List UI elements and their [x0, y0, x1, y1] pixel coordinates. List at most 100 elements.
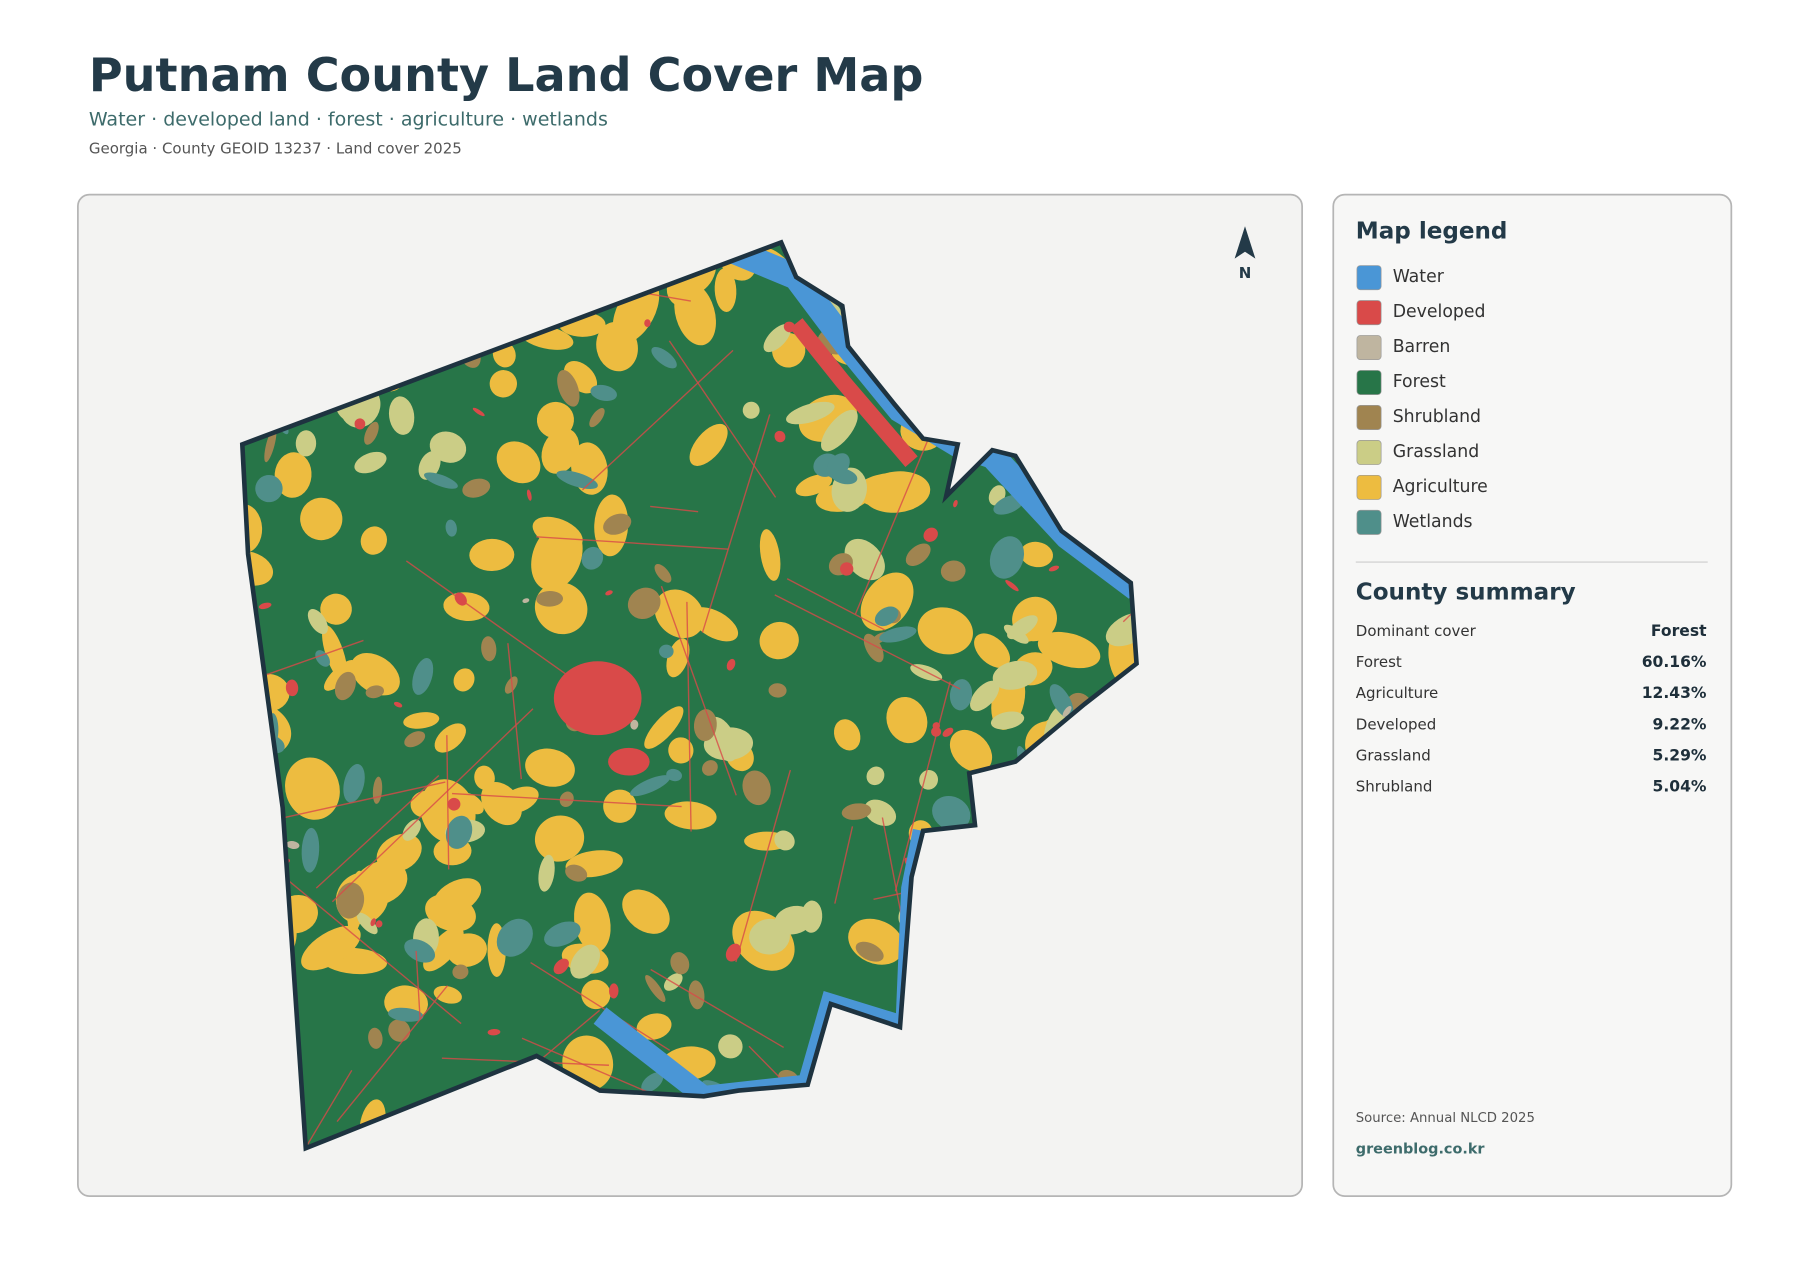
wetlands-patch [315, 650, 330, 667]
road [735, 769, 792, 963]
shrubland-patch [504, 676, 518, 694]
shrubland-patch [557, 369, 580, 407]
grassland-patch [402, 819, 421, 841]
legend-swatch [1356, 439, 1382, 465]
agriculture-patch [459, 792, 484, 815]
legend-swatch [1356, 265, 1382, 291]
road [451, 792, 682, 808]
road [253, 1069, 353, 1149]
agriculture-patch [917, 607, 973, 655]
grassland-patch [774, 830, 795, 851]
wetlands-patch [255, 474, 283, 503]
wetlands-patch [659, 644, 674, 659]
developed-patch [375, 920, 383, 928]
road [336, 985, 449, 1123]
legend-label: Shrubland [1393, 407, 1481, 427]
grassland-patch [1003, 624, 1029, 644]
legend-swatch [1356, 335, 1382, 361]
agriculture-patch [689, 423, 728, 466]
grassland-patch [992, 660, 1038, 690]
agriculture-patch [759, 621, 799, 660]
developed-patch [1048, 565, 1060, 572]
agriculture-patch [469, 538, 515, 572]
grassland-patch [742, 401, 760, 419]
road [701, 414, 771, 633]
agriculture-patch [433, 985, 462, 1004]
legend-label: Agriculture [1393, 477, 1488, 497]
developed-patch [840, 562, 854, 576]
grassland-patch [969, 680, 1000, 712]
legend-swatch [1356, 474, 1382, 500]
legend-label: Forest [1393, 372, 1446, 392]
grassland-patch [538, 854, 555, 892]
shrubland-patch [364, 421, 379, 445]
shrubland-patch [670, 952, 690, 975]
grassland-patch [763, 324, 791, 353]
wetlands-patch [581, 546, 604, 570]
agriculture-patch [714, 268, 737, 312]
road [854, 421, 937, 615]
agriculture-patch [403, 712, 440, 729]
developed-patch [447, 797, 461, 811]
agriculture-patch [285, 757, 340, 820]
agriculture-patch [376, 833, 422, 873]
agriculture-patch [668, 737, 694, 764]
agriculture-patch [574, 892, 611, 953]
agriculture-patch [443, 592, 490, 622]
agriculture-patch [949, 729, 993, 773]
grassland-patch [786, 401, 835, 425]
agriculture-patch [581, 979, 611, 1010]
shrubland-patch [559, 791, 574, 808]
shrubland-patch [768, 683, 787, 698]
grassland-patch [703, 727, 754, 761]
grassland-patch [295, 430, 317, 457]
source: Source: Annual NLCD 2025 [1356, 1111, 1535, 1126]
summary-label: Agriculture [1356, 684, 1439, 702]
meta: Georgia · County GEOID 13237 · Land cove… [89, 140, 462, 158]
summary-value: 60.16% [1642, 653, 1707, 671]
developed-patch [472, 407, 485, 417]
grassland-patch [356, 912, 378, 935]
shrubland-patch [688, 980, 705, 1010]
agriculture-patch [644, 706, 684, 749]
wetlands-patch [826, 453, 850, 479]
legend-swatch [1356, 370, 1382, 395]
summary-label: Forest [1356, 653, 1402, 671]
wetlands-patch [641, 1072, 664, 1093]
wetlands-patch [879, 626, 917, 643]
road [270, 865, 462, 1025]
shrubland-patch [462, 478, 491, 498]
shrubland-patch [627, 587, 661, 620]
developed-patch [953, 500, 958, 508]
agriculture-patch [622, 889, 670, 934]
developed-shore [789, 318, 918, 467]
agriculture-patch [432, 878, 482, 916]
shrubland-patch [603, 513, 632, 535]
wetlands-patch [404, 939, 436, 963]
agriculture-patch [596, 321, 638, 372]
agriculture-patch [1037, 631, 1101, 669]
agriculture-patch [489, 370, 517, 398]
grassland-patch [774, 905, 813, 935]
wetlands-patch [445, 519, 457, 537]
wetlands-patch [412, 658, 434, 695]
town [553, 661, 642, 736]
shrubland-patch [940, 560, 966, 582]
shrubland-patch [841, 803, 872, 820]
agriculture-patch [534, 815, 585, 862]
wetlands-patch [388, 1007, 424, 1022]
shrubland-patch [702, 760, 718, 776]
shrubland-patch [855, 941, 884, 962]
road [581, 349, 734, 491]
legend-swatch [1356, 405, 1382, 430]
road [530, 961, 671, 1051]
grassland-patch [354, 451, 387, 474]
developed-patch [1005, 580, 1019, 592]
shrubland-patch [863, 633, 884, 663]
developed-patch [942, 727, 954, 737]
road [650, 968, 785, 1049]
road [415, 950, 421, 1020]
agriculture-patch [536, 401, 574, 439]
